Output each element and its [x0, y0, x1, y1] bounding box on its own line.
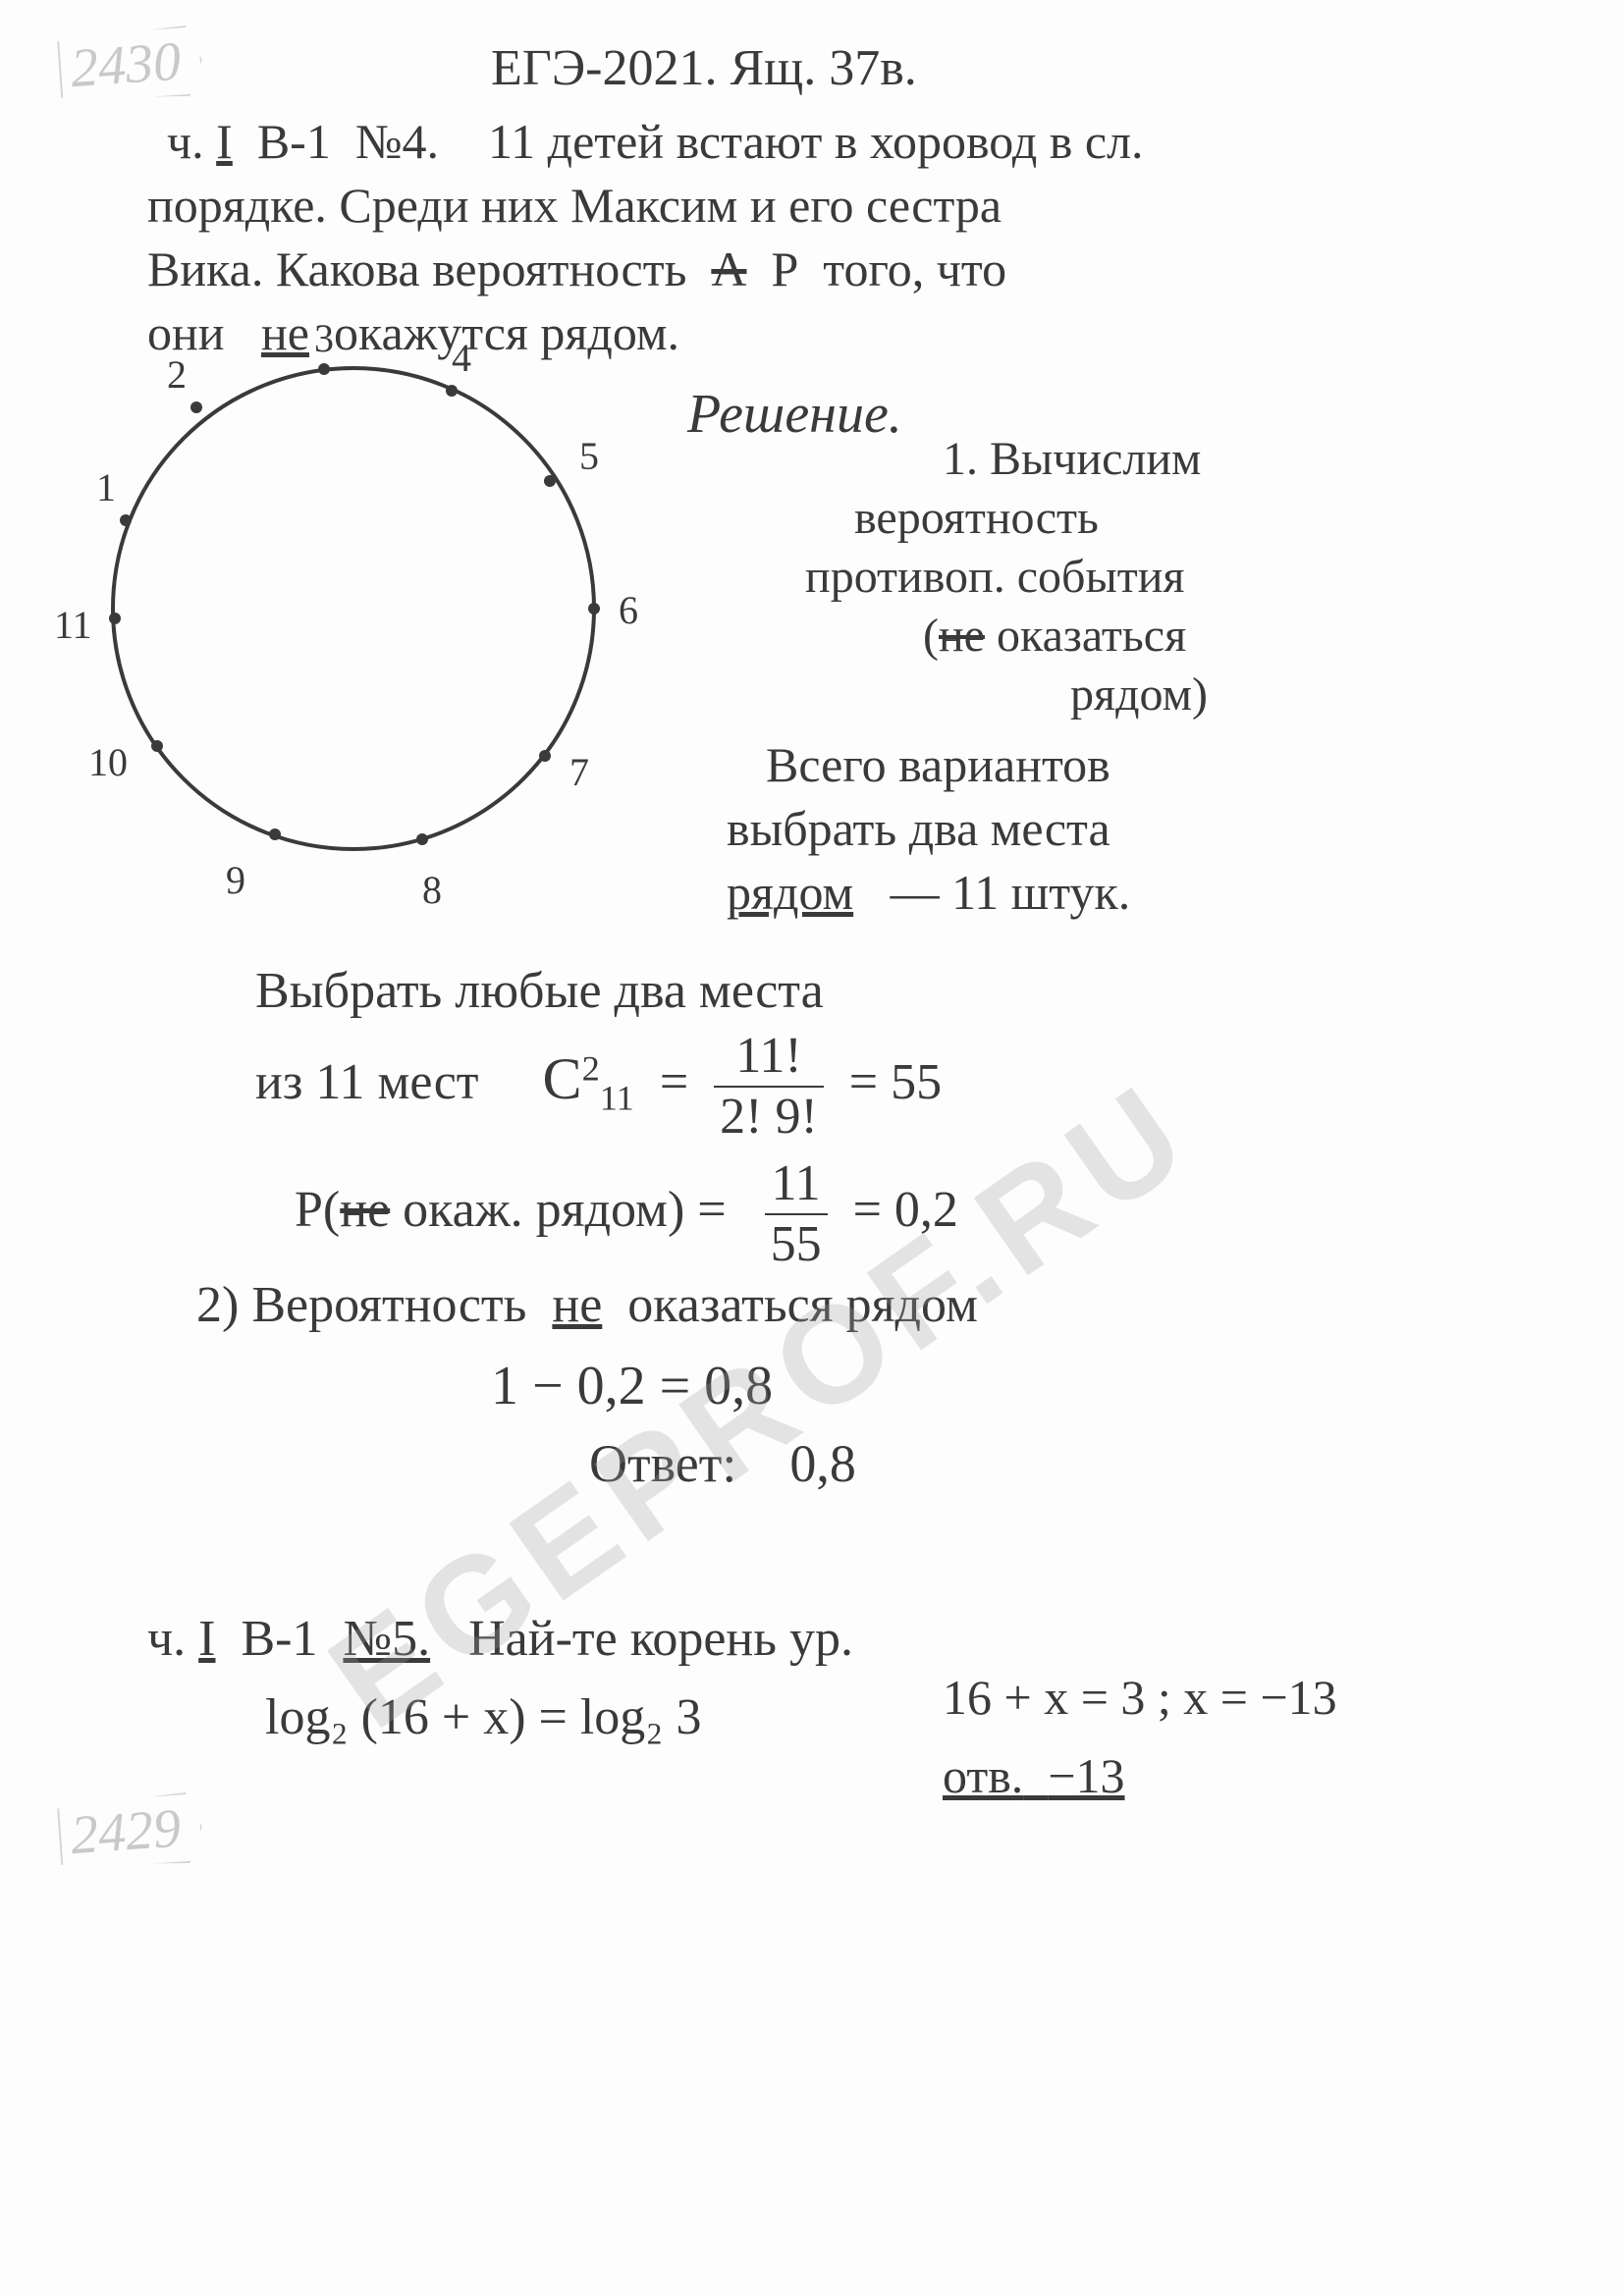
problem5-header: ч. I В-1 №5. Най-те корень ур. [147, 1610, 853, 1668]
label-6: 6 [619, 588, 638, 632]
choose-l2: из 11 мест C211 = 11! 2! 9! = 55 [255, 1031, 942, 1143]
solution-heading: Решение. [687, 383, 902, 446]
page-number-stamp-bottom: 2429 [57, 1791, 205, 1872]
dot-1 [120, 514, 132, 526]
label-4: 4 [452, 336, 471, 380]
fraction-11fact: 11! 2! 9! [714, 1031, 824, 1143]
label-9: 9 [226, 858, 245, 902]
label-3: 3 [314, 316, 334, 360]
step1-l1: 1. Вычислим [943, 432, 1201, 486]
circle-diagram: 1 2 3 4 5 6 7 8 9 10 11 [0, 0, 707, 982]
dot-10 [151, 740, 163, 752]
variants-l3: рядом — 11 штук. [727, 864, 1130, 921]
label-5: 5 [579, 434, 599, 478]
label-10: 10 [88, 740, 128, 784]
dot-9 [269, 828, 281, 840]
label-2: 2 [167, 352, 187, 397]
dot-4 [446, 385, 458, 397]
answer4: Ответ: 0,8 [589, 1433, 856, 1494]
label-11: 11 [54, 603, 92, 647]
step1-l2: вероятность [854, 491, 1099, 545]
combination-symbol: C [543, 1046, 582, 1111]
circle-outline [113, 368, 594, 849]
variants-l1: Всего вариантов [766, 736, 1110, 793]
step1-l4: (не оказаться [923, 609, 1186, 663]
handwritten-page: 2430 ЕГЭ-2021. Ящ. 37в. ч. I В-1 №4. 11 … [0, 0, 1624, 2296]
step2-l1: 2) Вероятность не оказаться рядом [196, 1276, 978, 1334]
dot-5 [544, 475, 556, 487]
dot-2 [190, 401, 202, 413]
step1-l3: противоп. события [805, 550, 1184, 604]
problem5-answer: отв. −13 [943, 1747, 1125, 1804]
dot-6 [588, 603, 600, 614]
step1-l5: рядом) [1070, 667, 1208, 721]
dot-3 [318, 363, 330, 375]
variants-l2: выбрать два места [727, 800, 1110, 857]
dot-7 [539, 750, 551, 762]
fraction-11-55: 11 55 [765, 1158, 828, 1270]
dot-11 [109, 613, 121, 624]
strike-A: А [711, 241, 746, 296]
problem5-solve: 16 + x = 3 ; x = −13 [943, 1669, 1337, 1726]
dot-8 [416, 833, 428, 845]
choose-l1: Выбрать любые два места [255, 962, 824, 1020]
problem5-eq: log₂ (16 + x) = log₂ 3 [265, 1688, 701, 1746]
label-7: 7 [569, 750, 589, 794]
label-8: 8 [422, 868, 442, 912]
label-1: 1 [96, 465, 116, 509]
prob-adjacent: P(не окаж. рядом) = 11 55 = 0,2 [295, 1158, 958, 1270]
step2-calc: 1 − 0,2 = 0,8 [491, 1355, 773, 1417]
